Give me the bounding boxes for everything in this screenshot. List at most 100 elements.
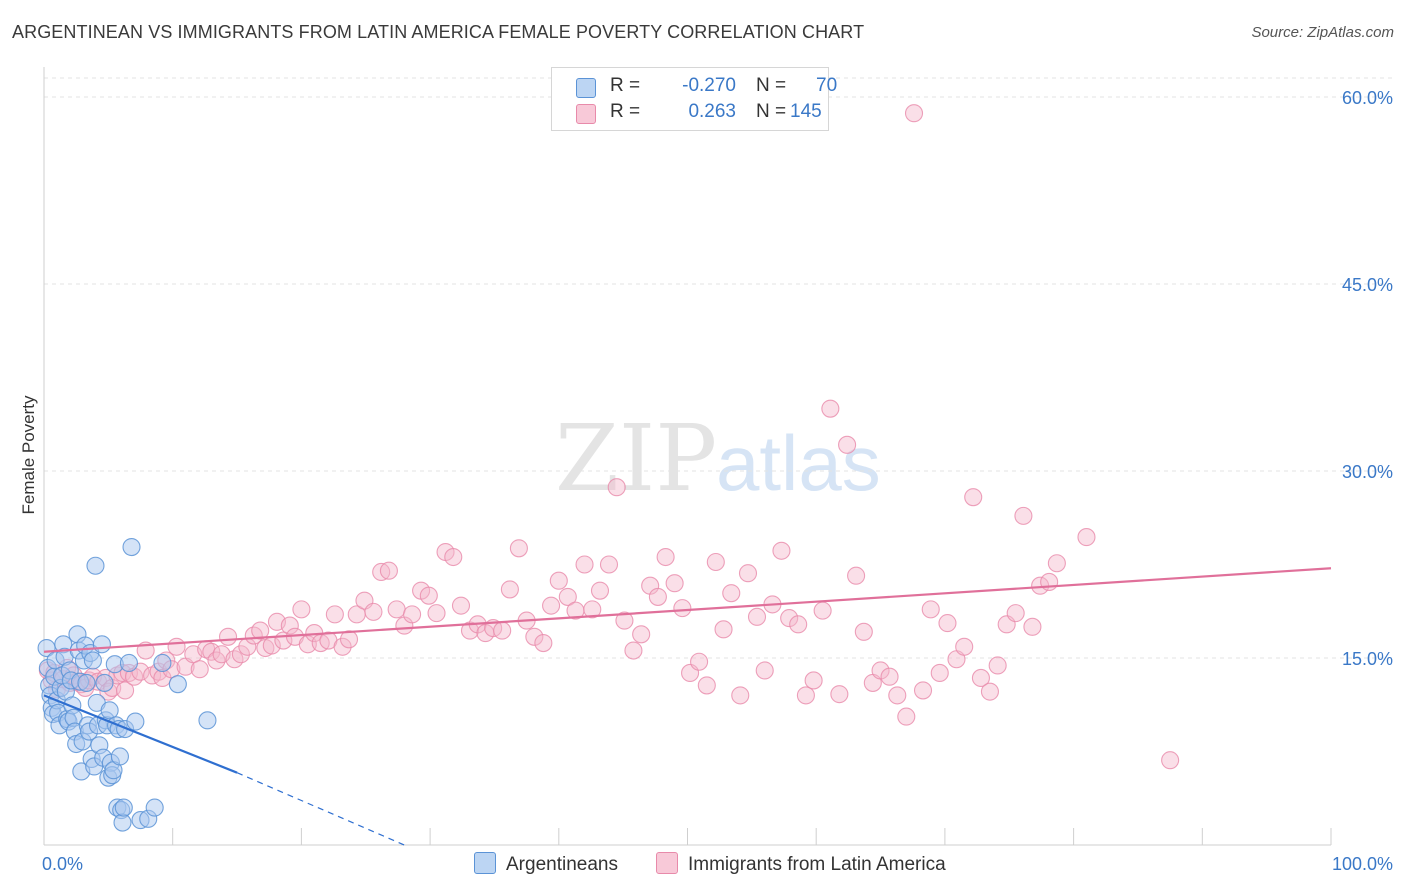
immigrants-point <box>880 667 899 686</box>
immigrants-point <box>1014 506 1033 525</box>
immigrants-point <box>1023 617 1042 636</box>
immigrants-point <box>298 635 317 654</box>
y-tick-label: 30.0% <box>1342 462 1393 482</box>
immigrants-point <box>747 607 767 626</box>
legend-r-label: R = <box>610 75 641 96</box>
legend-r-label: R = <box>610 101 641 122</box>
argentineans-point <box>100 701 119 720</box>
series-immigrants-points <box>38 104 1180 770</box>
y-tick-label: 15.0% <box>1342 649 1393 669</box>
chart-title: ARGENTINEAN VS IMMIGRANTS FROM LATIN AME… <box>12 22 865 42</box>
immigrants-point <box>804 671 823 690</box>
immigrants-point <box>648 587 667 606</box>
immigrants-point <box>955 637 974 656</box>
immigrants-point <box>813 601 832 620</box>
immigrants-point <box>1161 751 1180 770</box>
legend-n-label: N = <box>756 75 787 96</box>
argentineans-point <box>153 653 172 673</box>
immigrants-point <box>697 676 716 695</box>
argentineans-point <box>198 711 217 730</box>
immigrants-point <box>871 661 890 680</box>
bottom-legend-argentineans: Argentineans <box>474 852 618 876</box>
immigrants-point <box>372 562 391 582</box>
legend-n-value: 70 <box>816 75 838 96</box>
immigrants-point <box>325 605 344 624</box>
immigrants-point <box>789 615 808 634</box>
legend-swatch-blue <box>576 78 596 98</box>
immigrants-point <box>558 587 577 606</box>
immigrants-point <box>280 616 299 635</box>
immigrants-point <box>738 564 758 583</box>
bottom-legend-swatch-pink <box>656 852 678 874</box>
immigrants-point <box>897 707 916 726</box>
watermark-zip: ZIP <box>555 405 717 512</box>
argentineans-trend-extension <box>236 772 405 846</box>
immigrants-point <box>218 627 238 646</box>
immigrants-point <box>500 580 519 599</box>
series-argentineans-points <box>37 537 217 832</box>
immigrants-point <box>231 645 250 664</box>
argentineans-point <box>110 747 129 766</box>
immigrants-point <box>583 600 602 619</box>
y-tick-labels: 15.0% 30.0% 45.0% 60.0% <box>1342 88 1393 669</box>
bottom-legend-swatch-blue <box>474 852 496 874</box>
immigrants-point <box>451 596 471 615</box>
immigrants-point <box>673 599 692 618</box>
immigrants-point <box>116 681 135 700</box>
immigrants-trend-line <box>43 567 1332 653</box>
immigrants-point <box>333 637 352 656</box>
immigrants-point <box>930 663 949 683</box>
immigrants-point <box>980 682 999 701</box>
argentineans-point <box>114 798 133 817</box>
immigrants-point <box>542 596 561 615</box>
immigrants-point <box>493 621 512 640</box>
argentineans-point <box>126 712 145 731</box>
immigrants-point <box>202 642 221 661</box>
immigrants-point <box>888 686 907 705</box>
immigrants-point <box>706 552 725 572</box>
legend-n-value: 145 <box>790 101 822 122</box>
immigrants-point <box>590 581 610 600</box>
immigrants-point <box>1006 604 1025 623</box>
immigrants-point <box>419 586 438 605</box>
argentineans-point <box>122 537 141 557</box>
immigrants-point <box>938 614 957 633</box>
argentineans-point <box>168 675 187 694</box>
immigrants-point <box>656 547 675 567</box>
argentineans-point <box>95 673 114 692</box>
argentineans-point <box>83 651 102 670</box>
axes <box>43 67 1332 846</box>
immigrants-point <box>403 605 422 624</box>
y-axis-label: Female Poverty <box>19 395 38 515</box>
grid-lines <box>44 77 1392 659</box>
immigrants-point <box>830 685 849 704</box>
immigrants-point <box>780 609 799 628</box>
immigrants-point <box>904 104 924 123</box>
immigrants-point <box>1077 528 1096 547</box>
y-tick-label: 45.0% <box>1342 275 1393 295</box>
immigrants-point <box>615 611 634 630</box>
immigrants-point <box>722 584 741 603</box>
immigrants-point <box>534 633 553 653</box>
legend-r-value: -0.270 <box>682 75 736 96</box>
immigrants-point <box>964 488 983 507</box>
immigrants-point <box>731 686 750 705</box>
immigrants-point <box>251 621 270 640</box>
x-tick-labels: 0.0% 100.0% <box>42 854 1393 874</box>
immigrants-point <box>755 661 774 680</box>
immigrants-point <box>549 571 568 590</box>
argentineans-point <box>119 653 138 673</box>
argentineans-point <box>77 673 96 692</box>
bottom-legend-label: Immigrants from Latin America <box>688 854 946 875</box>
immigrants-point <box>821 399 840 418</box>
argentineans-point <box>113 813 132 832</box>
immigrants-point <box>847 566 866 585</box>
stats-legend: R = -0.270 N = 70 R = 0.263 N = 145 <box>551 67 837 131</box>
immigrants-point <box>292 600 311 619</box>
immigrants-point <box>971 668 990 687</box>
legend-r-value: 0.263 <box>688 101 736 122</box>
immigrants-point <box>988 656 1007 675</box>
immigrants-point <box>575 555 594 574</box>
bottom-legend-immigrants: Immigrants from Latin America <box>656 852 946 876</box>
